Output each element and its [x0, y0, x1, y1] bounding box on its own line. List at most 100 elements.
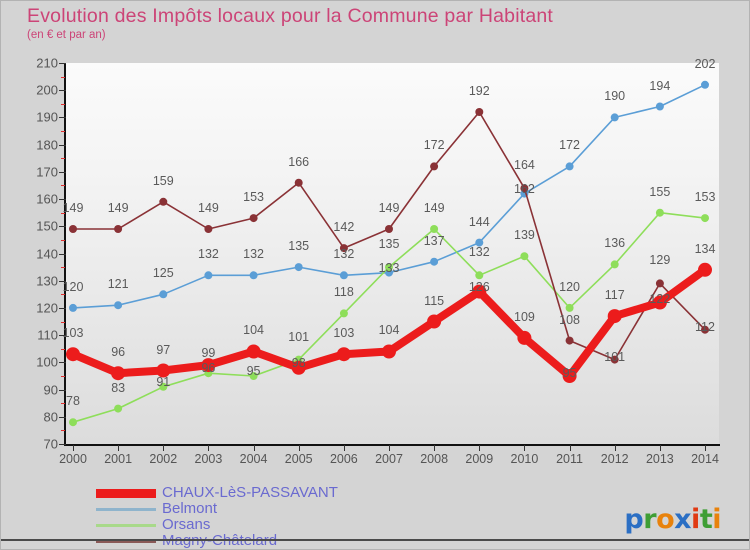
- y-axis-tick-mark: [59, 280, 66, 282]
- legend-item-label: Orsans: [162, 516, 211, 533]
- data-point-label: 125: [152, 266, 174, 281]
- x-axis-tick-mark: [524, 445, 526, 451]
- y-axis-tick-mark: [59, 144, 66, 146]
- data-point-label: 120: [559, 279, 580, 294]
- x-axis-tick-label: 2014: [691, 452, 719, 466]
- data-point-label: 99: [201, 346, 216, 361]
- data-point-label: 95: [246, 363, 261, 378]
- data-point-label: 120: [62, 279, 84, 294]
- data-point-label: 162: [513, 181, 535, 196]
- chart-title: Evolution des Impôts locaux pour la Comm…: [27, 5, 554, 27]
- y-axis-minor-tick: [61, 348, 65, 350]
- y-axis-minor-tick: [61, 212, 65, 214]
- y-axis-tick-label: 210: [36, 55, 58, 71]
- legend-item-magny-ch-telard[interactable]: Magny-Châtelard: [96, 533, 426, 549]
- data-point-label: 135: [288, 239, 310, 254]
- legend-item-chaux-l-s-passavant[interactable]: CHAUX-LèS-PASSAVANT: [96, 485, 426, 501]
- x-axis-tick-label: 2009: [465, 452, 494, 466]
- y-axis-tick-mark: [59, 362, 66, 364]
- x-axis-tick-mark: [434, 445, 436, 451]
- data-point-label: 104: [378, 323, 400, 338]
- data-point-label: 101: [288, 329, 310, 344]
- x-axis-line: [64, 444, 720, 446]
- data-point-label: 172: [559, 138, 580, 153]
- y-axis-tick-label: 100: [36, 354, 58, 370]
- x-axis-tick-mark: [163, 445, 165, 451]
- legend-item-orsans[interactable]: Orsans: [96, 517, 426, 533]
- y-axis-tick-label: 190: [36, 109, 58, 125]
- data-point-label: 96: [201, 361, 216, 376]
- data-point-label: 149: [423, 201, 445, 215]
- data-point-label: 149: [62, 201, 84, 215]
- x-axis-tick-mark: [614, 445, 616, 451]
- data-point-label: 144: [468, 214, 490, 229]
- y-axis-tick-mark: [59, 171, 66, 173]
- x-axis-tick-label: 2007: [375, 452, 403, 466]
- data-point-label: 132: [333, 247, 355, 262]
- data-point-label: 118: [333, 285, 354, 300]
- x-axis-tick-mark: [298, 445, 300, 451]
- data-point-label: 98: [291, 355, 306, 370]
- y-axis-tick-label: 140: [36, 246, 58, 261]
- data-point-label: 101: [604, 349, 626, 364]
- y-axis-tick-mark: [59, 389, 66, 391]
- logo-letter: r: [643, 504, 657, 535]
- data-point-label: 83: [111, 380, 126, 395]
- logo-letter: i: [691, 504, 700, 535]
- data-point-label: 95: [562, 365, 577, 380]
- data-point-label: 202: [694, 56, 716, 71]
- data-point-label: 132: [468, 245, 490, 260]
- data-point-label: 136: [604, 236, 626, 251]
- data-point-label: 133: [378, 260, 400, 275]
- data-point-label: 104: [243, 323, 264, 338]
- data-point-label: 97: [156, 342, 171, 357]
- y-axis-tick-label: 150: [36, 218, 58, 234]
- y-axis-minor-tick: [61, 430, 65, 432]
- data-point-label: 159: [152, 173, 174, 188]
- data-point-label: 192: [468, 83, 490, 98]
- data-point-label: 108: [559, 312, 580, 327]
- y-axis-minor-tick: [61, 403, 65, 405]
- y-axis-tick-mark: [59, 416, 66, 418]
- y-axis-tick-label: 80: [43, 409, 58, 425]
- y-axis-tick-label: 130: [36, 273, 58, 289]
- y-axis-tick-mark: [59, 226, 66, 228]
- x-axis-tick-mark: [343, 445, 345, 451]
- legend-color-swatch: [96, 507, 156, 511]
- y-axis-tick-mark: [59, 117, 66, 119]
- data-point-label: 166: [288, 154, 310, 169]
- chart-legend: CHAUX-LèS-PASSAVANTBelmontOrsansMagny-Ch…: [96, 485, 426, 549]
- x-axis-tick-mark: [389, 445, 390, 451]
- x-axis-tick-mark: [73, 445, 74, 451]
- data-point-label: 142: [333, 220, 355, 235]
- y-axis-tick-label: 120: [36, 300, 58, 316]
- y-axis-minor-tick: [61, 294, 65, 296]
- data-point-label: 91: [156, 374, 171, 389]
- y-axis-tick-mark: [59, 444, 66, 445]
- y-axis-tick-mark: [59, 90, 66, 92]
- data-point-label: 164: [513, 158, 535, 173]
- y-axis-tick-label: 160: [36, 191, 58, 207]
- data-point-label: 96: [111, 345, 126, 360]
- y-axis-minor-tick: [61, 185, 65, 187]
- chart-subtitle: (en € et par an): [27, 29, 106, 41]
- data-point-label: 153: [243, 190, 264, 205]
- x-axis-tick-mark: [118, 445, 120, 451]
- legend-item-belmont[interactable]: Belmont: [96, 501, 426, 517]
- legend-color-swatch: [96, 523, 156, 527]
- data-point-label: 137: [423, 233, 445, 248]
- y-axis-tick-mark: [59, 253, 66, 255]
- y-axis-tick-label: 180: [36, 137, 58, 153]
- data-point-label: 109: [513, 309, 535, 324]
- y-axis-tick-mark: [59, 199, 66, 201]
- logo-letter: o: [656, 504, 675, 535]
- data-point-label: 190: [604, 89, 626, 104]
- x-axis-tick-label: 2012: [600, 452, 629, 466]
- data-point-label: 129: [649, 253, 671, 268]
- x-axis-tick-label: 2010: [510, 452, 539, 466]
- proxiti-logo: proxiti: [624, 504, 721, 535]
- y-axis-tick-label: 170: [36, 164, 58, 180]
- data-point-label: 155: [649, 184, 671, 199]
- data-point-label: 126: [468, 279, 490, 294]
- bottom-divider: [1, 539, 749, 541]
